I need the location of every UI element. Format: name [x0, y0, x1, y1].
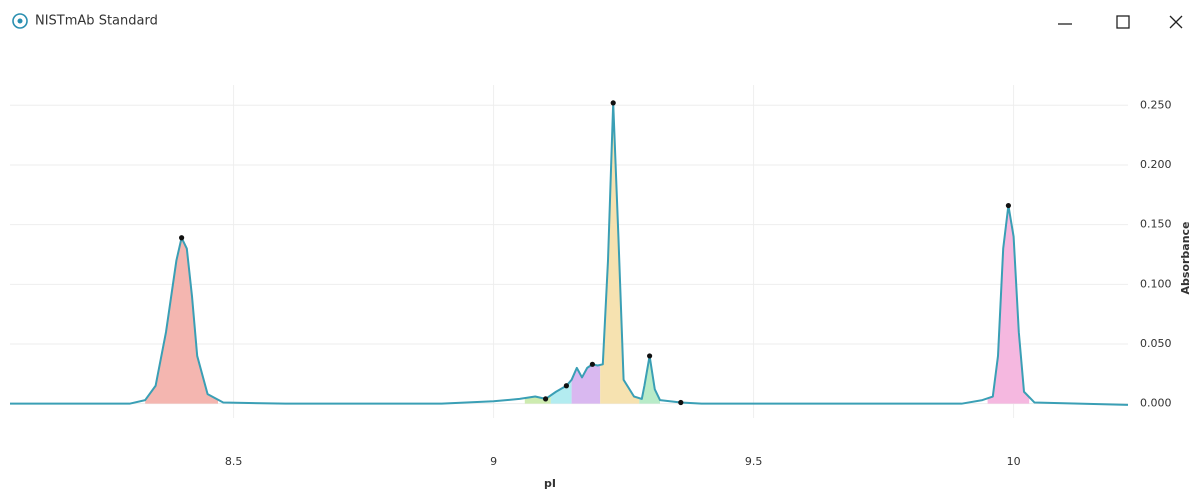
peak-marker [179, 235, 185, 241]
y-tick-label: 0.000 [1140, 397, 1172, 410]
peak-marker [1005, 202, 1012, 209]
y-tick-label: 0.050 [1140, 337, 1172, 350]
peak-region [145, 237, 218, 404]
app-icon-dot [17, 18, 23, 24]
y-tick-label: 0.100 [1140, 277, 1172, 290]
y-axis-title: Absorbance [1179, 221, 1192, 294]
peak-marker [589, 361, 596, 367]
y-tick-label: 0.250 [1140, 98, 1172, 111]
y-tick-label: 0.150 [1140, 218, 1172, 231]
peak-marker [543, 396, 549, 402]
app-icon [12, 13, 28, 29]
trace-line [10, 101, 1129, 406]
peak-marker [610, 100, 616, 106]
plot: 8.5 9 9.5 10 0.000 0.050 0.100 0.150 0.200 0.250 [10, 85, 1172, 468]
x-tick-label: 9.5 [745, 455, 763, 468]
close-button[interactable] [1169, 15, 1183, 29]
peak-region [600, 102, 640, 404]
peak-region [571, 364, 601, 404]
peak-region [550, 379, 572, 404]
maximize-button[interactable] [1116, 15, 1130, 29]
x-axis-title: pI [544, 477, 556, 490]
y-tick-label: 0.200 [1140, 158, 1172, 171]
x-tick-label: 9 [490, 455, 497, 468]
peak-region [639, 355, 660, 404]
peak-marker [563, 383, 570, 389]
peak-region [987, 205, 1030, 404]
x-tick-label: 8.5 [225, 455, 243, 468]
peak-marker [647, 353, 653, 359]
peak-marker [678, 399, 684, 406]
x-tick-label: 10 [1007, 455, 1021, 468]
window-title: NISTmAb Standard [35, 14, 158, 29]
